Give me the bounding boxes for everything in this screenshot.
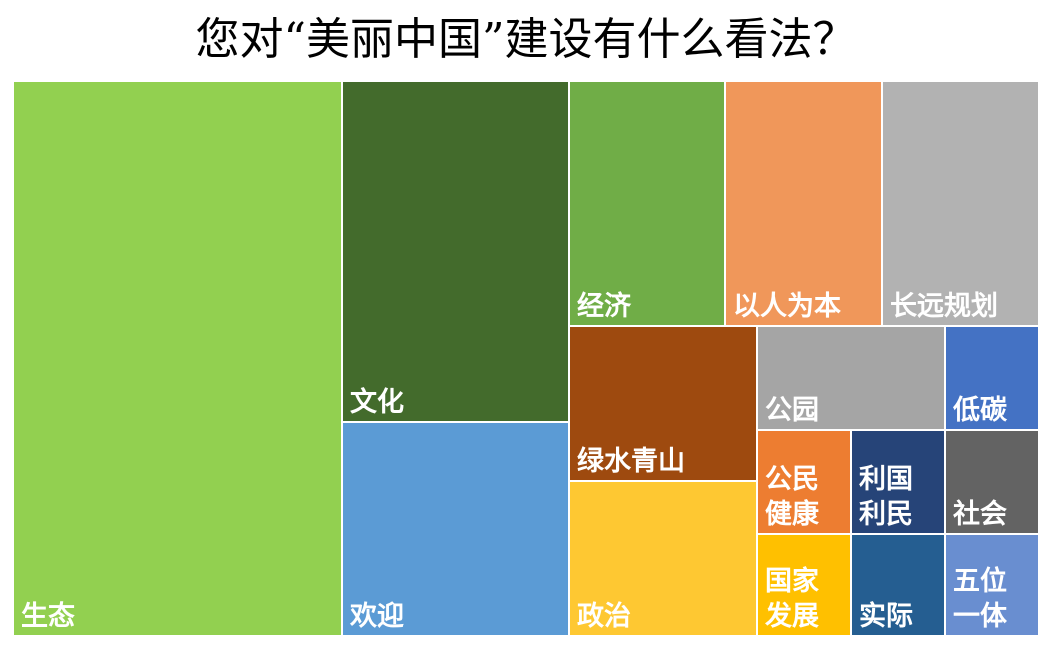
tile-label: 生态 bbox=[21, 601, 75, 632]
tile-label: 文化 bbox=[350, 386, 404, 418]
tile-低碳: 低碳 bbox=[946, 327, 1038, 429]
tile-rect bbox=[852, 431, 944, 533]
tile-label: 五位 bbox=[953, 565, 1007, 597]
tile-rect bbox=[726, 82, 881, 325]
tile-文化: 文化 bbox=[343, 82, 568, 421]
tile-rect bbox=[343, 82, 568, 421]
tile-label: 健康 bbox=[765, 498, 820, 530]
tile-rect bbox=[570, 327, 756, 480]
tile-label: 社会 bbox=[953, 498, 1007, 530]
tile-label: 一体 bbox=[953, 601, 1008, 632]
chart-title: 您对“美丽中国”建设有什么看法？ bbox=[195, 14, 857, 65]
tile-长远规划: 长远规划 bbox=[883, 82, 1038, 325]
tile-rect bbox=[758, 327, 944, 429]
tile-实际: 实际 bbox=[852, 535, 944, 635]
tile-label: 长远规划 bbox=[890, 291, 998, 322]
tile-label: 低碳 bbox=[952, 395, 1008, 426]
tile-rect bbox=[343, 423, 568, 635]
tile-label: 绿水青山 bbox=[577, 446, 685, 477]
tile-经济: 经济 bbox=[570, 82, 724, 325]
tile-rect bbox=[758, 535, 850, 635]
tile-rect bbox=[852, 535, 944, 635]
tile-rect bbox=[946, 431, 1038, 533]
tile-label: 经济 bbox=[577, 290, 632, 322]
tile-label: 实际 bbox=[859, 600, 913, 632]
tile-政治: 政治 bbox=[570, 482, 756, 635]
tile-label: 利民 bbox=[859, 499, 913, 530]
tile-rect bbox=[883, 82, 1038, 325]
tile-label: 利国 bbox=[859, 464, 913, 495]
tile-label: 以人为本 bbox=[733, 291, 841, 322]
tile-label: 公园 bbox=[765, 395, 819, 426]
tile-label: 发展 bbox=[764, 600, 819, 632]
tile-rect bbox=[946, 327, 1038, 429]
tile-生态: 生态 bbox=[14, 82, 341, 635]
tile-rect bbox=[14, 82, 341, 635]
tile-label: 国家 bbox=[765, 565, 819, 597]
tile-绿水青山: 绿水青山 bbox=[570, 327, 756, 480]
tile-公园: 公园 bbox=[758, 327, 944, 429]
tile-rect bbox=[570, 82, 724, 325]
tile-label: 欢迎 bbox=[349, 601, 404, 632]
tile-label: 公民 bbox=[765, 464, 819, 495]
tile-label: 政治 bbox=[577, 601, 631, 632]
tile-社会: 社会 bbox=[946, 431, 1038, 533]
tile-以人为本: 以人为本 bbox=[726, 82, 881, 325]
tile-rect bbox=[946, 535, 1038, 635]
tile-rect bbox=[570, 482, 756, 635]
tile-rect bbox=[758, 431, 850, 533]
tile-欢迎: 欢迎 bbox=[343, 423, 568, 635]
